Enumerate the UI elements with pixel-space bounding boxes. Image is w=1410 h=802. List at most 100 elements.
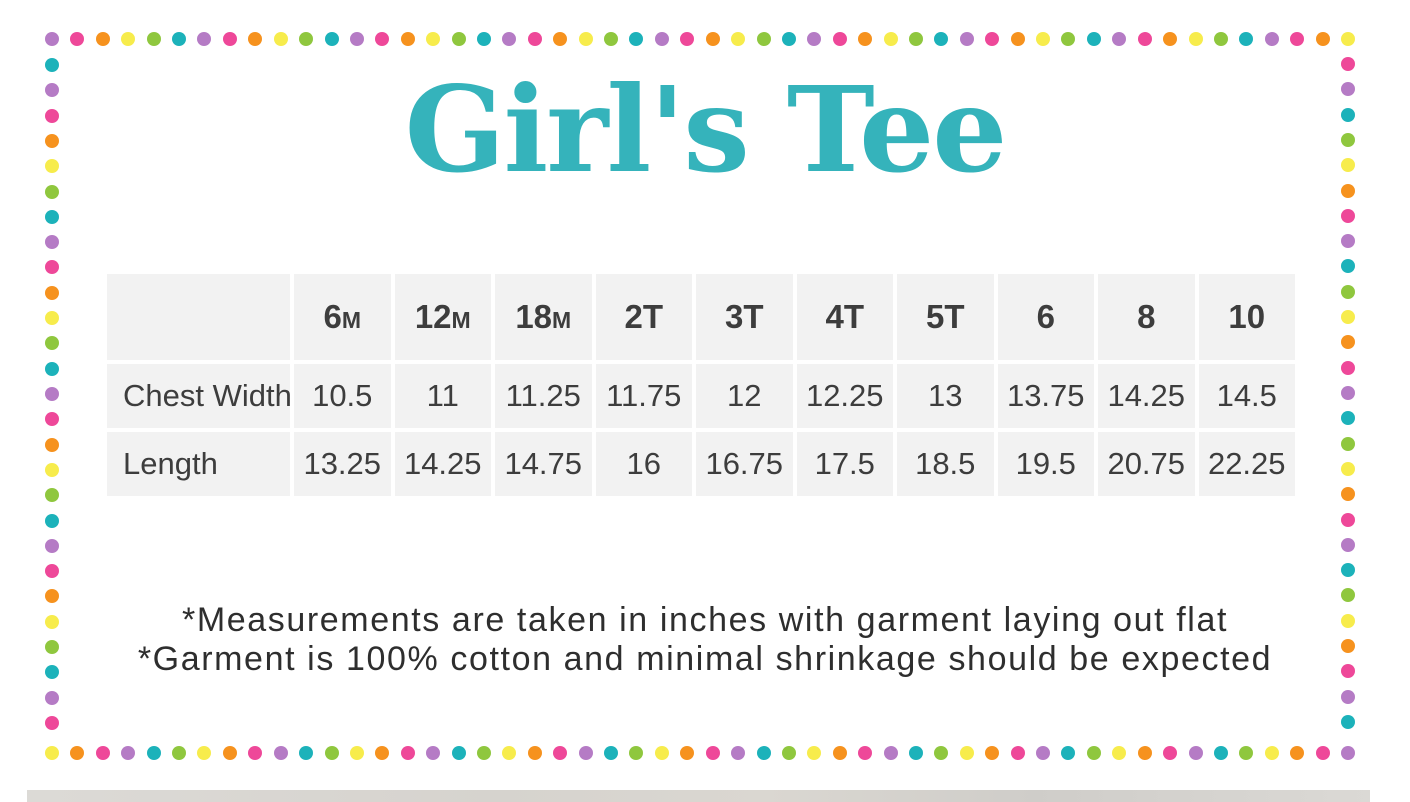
border-dot (45, 746, 59, 760)
border-dot (1061, 746, 1076, 760)
size-column-header: 8 (1098, 274, 1195, 360)
border-dot (1239, 746, 1254, 760)
table-row-chest-width: Chest Width 10.5 11 11.25 11.75 12 12.25… (107, 364, 1295, 428)
border-dot (1341, 563, 1355, 578)
border-dot (45, 260, 59, 275)
border-dot (1188, 746, 1203, 760)
footnotes: *Measurements are taken in inches with g… (0, 601, 1410, 679)
border-dot (807, 32, 822, 46)
border-dot (527, 32, 542, 46)
border-dot (1264, 746, 1279, 760)
border-dot (1290, 746, 1305, 760)
border-dot (858, 746, 873, 760)
border-dot (45, 564, 59, 579)
border-dot (502, 32, 517, 46)
measurement-cell: 19.5 (997, 432, 1094, 496)
border-dot (909, 32, 923, 46)
size-column-header: 12m (394, 274, 491, 360)
border-dot (731, 746, 746, 760)
border-dot (197, 746, 212, 760)
border-dot (45, 387, 59, 401)
border-dot (1137, 746, 1152, 760)
measurement-cell: 14.5 (1198, 364, 1295, 428)
border-dot (70, 746, 85, 760)
measurement-cell: 13 (897, 364, 994, 428)
border-dot (349, 746, 364, 760)
size-chart: 6m 12m 18m 2T 3T 4T 5T 6 8 10 Chest Widt… (103, 270, 1299, 500)
border-dot (1188, 32, 1203, 46)
size-column-header: 18m (495, 274, 592, 360)
border-dot (909, 746, 923, 760)
border-dot (578, 746, 593, 760)
border-dot (1341, 386, 1355, 400)
measurement-cell: 13.25 (294, 432, 391, 496)
border-dot (45, 32, 59, 46)
measurement-cell: 16.75 (696, 432, 793, 496)
border-dot (45, 690, 59, 705)
border-dot (1163, 32, 1178, 46)
measurement-cell: 11.25 (495, 364, 592, 428)
border-dot (807, 746, 822, 760)
border-dot (1341, 411, 1355, 426)
border-dot (553, 32, 568, 46)
border-dot (705, 32, 720, 46)
border-dot (45, 209, 59, 224)
row-label: Chest Width (107, 364, 290, 428)
size-column-header: 5T (897, 274, 994, 360)
border-dot (273, 32, 288, 46)
border-dot (45, 437, 59, 452)
border-dot (400, 746, 415, 760)
border-dot (45, 311, 59, 326)
border-dot (45, 513, 59, 528)
border-dot (248, 746, 263, 760)
border-dot (45, 412, 59, 427)
border-dot (1341, 461, 1355, 476)
border-dot (146, 32, 161, 46)
measurement-cell: 14.25 (1098, 364, 1195, 428)
border-dot (299, 746, 314, 760)
border-dot (349, 32, 364, 46)
border-dot (654, 746, 669, 760)
border-dot (756, 32, 771, 46)
measurement-cell: 13.75 (997, 364, 1094, 428)
border-dot (1086, 32, 1101, 46)
border-dot (680, 746, 695, 760)
border-dot (1341, 310, 1355, 325)
measurement-cell: 18.5 (897, 432, 994, 496)
size-column-header: 3T (696, 274, 793, 360)
border-dot (1290, 32, 1305, 46)
border-dot (400, 32, 415, 46)
border-dot (1010, 746, 1025, 760)
border-dot (1341, 746, 1355, 760)
border-dot (451, 746, 466, 760)
measurement-cell: 10.5 (294, 364, 391, 428)
border-dot (1264, 32, 1279, 46)
border-dot (45, 716, 59, 730)
border-dot (273, 746, 288, 760)
border-dot (172, 32, 187, 46)
measurement-cell: 12 (696, 364, 793, 428)
border-dot (70, 32, 85, 46)
border-dot (985, 32, 1000, 46)
measurement-cell: 22.25 (1198, 432, 1295, 496)
border-dot (731, 32, 746, 46)
border-dot (1061, 32, 1076, 46)
size-column-header: 6 (997, 274, 1094, 360)
border-dot (45, 538, 59, 553)
border-dot (451, 32, 466, 46)
border-dot (324, 32, 339, 46)
border-dot (121, 746, 136, 760)
border-dot (883, 32, 898, 46)
border-dot (375, 746, 390, 760)
size-column-header: 4T (796, 274, 893, 360)
size-chart-table: 6m 12m 18m 2T 3T 4T 5T 6 8 10 Chest Widt… (103, 270, 1299, 500)
border-dot (95, 746, 110, 760)
border-dot (832, 32, 847, 46)
measurement-cell: 16 (595, 432, 692, 496)
border-dot (629, 32, 644, 46)
border-dot (1341, 436, 1355, 451)
border-dot (934, 746, 949, 760)
border-dot (1112, 746, 1127, 760)
border-dot (1341, 259, 1355, 274)
